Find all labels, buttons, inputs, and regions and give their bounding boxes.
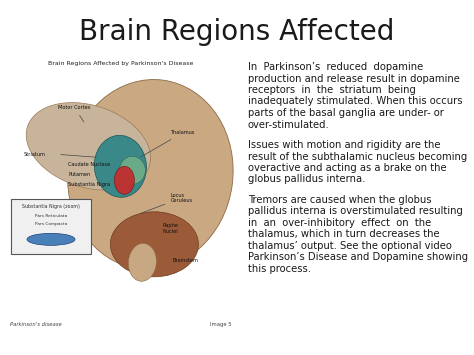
Ellipse shape bbox=[94, 135, 146, 197]
Ellipse shape bbox=[119, 156, 146, 184]
Text: Image 5: Image 5 bbox=[210, 322, 232, 327]
Text: Pars Compacta: Pars Compacta bbox=[35, 222, 67, 226]
Ellipse shape bbox=[26, 103, 151, 190]
Text: parts of the basal ganglia are under- or: parts of the basal ganglia are under- or bbox=[248, 108, 444, 118]
Text: Striatum: Striatum bbox=[24, 152, 46, 157]
Ellipse shape bbox=[110, 212, 199, 277]
Ellipse shape bbox=[68, 80, 233, 269]
Text: Brainstem: Brainstem bbox=[173, 258, 198, 263]
Text: receptors  in  the  striatum  being: receptors in the striatum being bbox=[248, 85, 416, 95]
Bar bbox=[11, 200, 91, 254]
Text: production and release result in dopamine: production and release result in dopamin… bbox=[248, 73, 460, 83]
Text: Brain Regions Affected: Brain Regions Affected bbox=[79, 18, 395, 46]
Text: Brain Regions Affected by Parkinson's Disease: Brain Regions Affected by Parkinson's Di… bbox=[48, 60, 194, 66]
Text: over-stimulated.: over-stimulated. bbox=[248, 120, 330, 130]
Text: this process.: this process. bbox=[248, 264, 311, 274]
Text: thalamus’ output. See the optional video: thalamus’ output. See the optional video bbox=[248, 241, 452, 251]
Text: Tremors are caused when the globus: Tremors are caused when the globus bbox=[248, 195, 431, 205]
Ellipse shape bbox=[128, 244, 156, 281]
Text: result of the subthalamic nucleus becoming: result of the subthalamic nucleus becomi… bbox=[248, 152, 467, 162]
Text: Raphe
Nuclei: Raphe Nuclei bbox=[163, 223, 178, 234]
Ellipse shape bbox=[114, 166, 135, 194]
Text: In  Parkinson’s  reduced  dopamine: In Parkinson’s reduced dopamine bbox=[248, 62, 423, 72]
Text: Parkinson’s Disease and Dopamine showing: Parkinson’s Disease and Dopamine showing bbox=[248, 252, 468, 262]
Text: Substantia Nigra (zoom): Substantia Nigra (zoom) bbox=[22, 204, 80, 209]
Text: overactive and acting as a brake on the: overactive and acting as a brake on the bbox=[248, 163, 447, 173]
Text: Pars Reticulata: Pars Reticulata bbox=[35, 214, 67, 218]
Text: Motor Cortex: Motor Cortex bbox=[58, 105, 91, 122]
Text: Thalamus: Thalamus bbox=[141, 130, 195, 157]
Text: inadequately stimulated. When this occurs: inadequately stimulated. When this occur… bbox=[248, 97, 463, 106]
Text: Caudate Nucleus: Caudate Nucleus bbox=[68, 162, 110, 167]
Text: Substantia Nigra: Substantia Nigra bbox=[68, 182, 110, 187]
Text: Parkinson's disease: Parkinson's disease bbox=[10, 322, 62, 327]
Text: in  an  over-inhibitory  effect  on  the: in an over-inhibitory effect on the bbox=[248, 218, 431, 228]
Ellipse shape bbox=[27, 233, 75, 245]
Text: globus pallidus interna.: globus pallidus interna. bbox=[248, 175, 365, 185]
Text: pallidus interna is overstimulated resulting: pallidus interna is overstimulated resul… bbox=[248, 207, 463, 217]
Text: thalamus, which in turn decreases the: thalamus, which in turn decreases the bbox=[248, 229, 439, 240]
Text: Locus
Ceruleus: Locus Ceruleus bbox=[141, 192, 192, 213]
Text: Issues with motion and rigidity are the: Issues with motion and rigidity are the bbox=[248, 140, 440, 150]
Text: Putamen: Putamen bbox=[68, 172, 91, 177]
